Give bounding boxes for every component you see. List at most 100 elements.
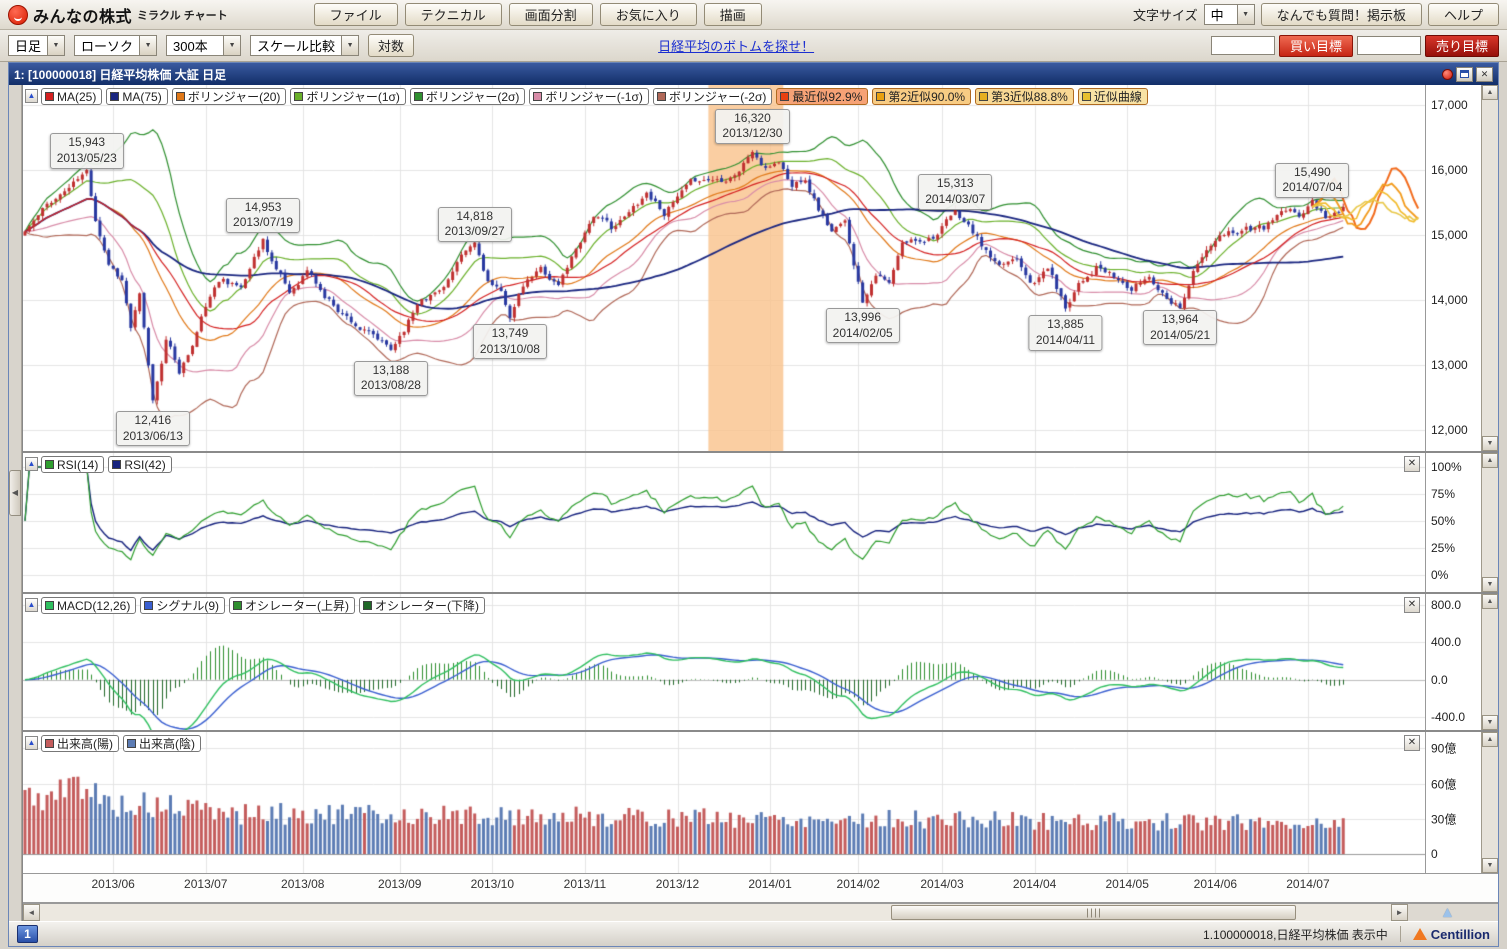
technical-button[interactable]: テクニカル [404,3,502,26]
legend-swatch-icon [175,92,185,101]
legend-chip-3888[interactable]: 第3近似88.8% [975,88,1074,105]
legend-chip-[interactable]: 近似曲線 [1077,88,1148,105]
price-axis: 17,000 16,000 15,000 14,000 13,000 12,000 [1425,85,1481,451]
legend-chip-1[interactable]: ボリンジャー(-1σ) [529,88,649,105]
app-logo: みんなの株式 ミラクル チャート [8,3,228,27]
scale-compare-dropdown-button[interactable]: ▼ [342,35,360,56]
favorites-button[interactable]: お気に入り [599,3,697,26]
sell-target-button[interactable]: 売り目標 [1424,34,1499,57]
window-controls: ✕ [1442,66,1493,82]
window-titlebar[interactable]: 1: [100000018] 日経平均株価 大証 日足 ✕ [9,63,1498,85]
x-axis-labels: 2013/06 2013/07 2013/08 2013/09 2013/10 2013/… [23,874,1498,903]
price-panel-scrollbar[interactable]: ▲ ▼ [1481,85,1498,451]
rsi-panel-collapse-button[interactable]: ▲ [25,457,38,471]
legend-label: ボリンジャー(1σ) [306,90,400,104]
split-screen-button[interactable]: 画面分割 [508,3,593,26]
scroll-down-button[interactable]: ▼ [1482,858,1498,873]
scroll-track[interactable] [1482,609,1498,715]
legend-swatch-icon [45,460,54,469]
toolbar-button-group: ファイル テクニカル 画面分割 お気に入り 描画 [313,3,762,26]
buy-target-input[interactable] [1210,36,1275,55]
chart-style-dropdown-button[interactable]: ▼ [140,35,158,56]
legend-chip-MA25[interactable]: MA(25) [41,88,103,105]
macd-panel-close-button[interactable]: ✕ [1404,597,1420,613]
qa-board-button[interactable]: なんでも質問！掲示板 [1260,3,1422,26]
legend-swatch-icon [127,739,136,748]
font-size-value[interactable]: 中 [1203,4,1238,25]
macd-panel-collapse-button[interactable]: ▲ [25,598,38,612]
legend-chip-[interactable]: 出来高(陽) [41,735,119,752]
scroll-right-button[interactable]: ► [1391,904,1408,921]
buy-target-button[interactable]: 買い目標 [1278,34,1353,57]
scroll-up-button[interactable]: ▲ [1482,732,1498,747]
volume-panel-collapse-button[interactable]: ▲ [25,736,38,750]
font-size-dropdown-button[interactable]: ▼ [1237,4,1255,25]
macd-chart-canvas[interactable] [23,594,1425,730]
legend-chip-RSI42[interactable]: RSI(42) [108,456,172,473]
x-axis-label: 2014/02 [836,877,880,891]
rsi-panel-scrollbar[interactable]: ▲ ▼ [1481,453,1498,592]
x-axis-label: 2013/08 [281,877,325,891]
bar-count-dropdown-button[interactable]: ▼ [224,35,242,56]
volume-legend: 出来高(陽) 出来高(陰) [41,735,201,752]
legend-chip-[interactable]: 出来高(陰) [123,735,201,752]
help-button[interactable]: ヘルプ [1427,3,1499,26]
legend-chip-9[interactable]: シグナル(9) [140,597,226,614]
x-axis-label: 2013/11 [563,877,607,891]
legend-chip-2[interactable]: ボリンジャー(-2σ) [652,88,773,105]
volume-chart-canvas[interactable] [23,732,1425,873]
scroll-up-button[interactable]: ▲ [1482,594,1498,609]
window-alert-icon[interactable] [1442,68,1453,80]
scroll-down-button[interactable]: ▼ [1482,715,1498,730]
scroll-down-button[interactable]: ▼ [1482,436,1498,451]
x-axis-label: 2013/06 [91,877,135,891]
volume-panel-scrollbar[interactable]: ▲ ▼ [1481,732,1498,873]
legend-chip-1[interactable]: ボリンジャー(1σ) [290,88,406,105]
period-value[interactable]: 日足 [8,35,49,56]
axis-tick-label: 14,000 [1431,292,1468,307]
centillion-logo: Centillion [1412,927,1490,942]
scroll-left-button[interactable]: ◄ [23,904,40,921]
file-button[interactable]: ファイル [313,3,398,26]
scroll-track[interactable] [1482,468,1498,577]
rsi-chart-canvas[interactable] [23,453,1425,592]
legend-swatch-icon [363,601,373,610]
legend-chip-20[interactable]: ボリンジャー(20) [171,88,287,105]
sell-target-input[interactable] [1356,36,1421,55]
price-panel-collapse-button[interactable]: ▲ [25,89,38,103]
page-1-tab[interactable]: 1 [17,925,38,943]
volume-panel-close-button[interactable]: ✕ [1404,735,1420,751]
horizontal-scrollbar[interactable]: ◄ ► ▲ [23,903,1498,921]
legend-chip-2[interactable]: ボリンジャー(2σ) [409,88,526,105]
corner-triangle-icon[interactable]: ▲ [1440,904,1455,921]
hscroll-thumb[interactable] [891,905,1297,920]
hscroll-track[interactable] [40,904,1391,921]
legend-chip-[interactable]: オシレーター(上昇) [229,597,356,614]
collapse-left-pane-handle[interactable]: ◀ [9,469,21,516]
legend-chip-2900[interactable]: 第2近似90.0% [872,88,972,105]
macd-panel-scrollbar[interactable]: ▲ ▼ [1481,594,1498,730]
window-close-button[interactable]: ✕ [1476,66,1493,82]
period-dropdown-button[interactable]: ▼ [48,35,66,56]
legend-swatch-icon [979,92,989,101]
legend-chip-RSI14[interactable]: RSI(14) [41,456,105,473]
legend-chip-929[interactable]: 最近似92.9% [776,88,869,105]
legend-label: ボリンジャー(2σ) [425,90,520,104]
nikkei-bottom-link[interactable]: 日経平均のボトムを探せ！ [658,39,815,54]
scroll-track[interactable] [1482,100,1498,436]
legend-chip-MA75[interactable]: MA(75) [106,88,168,105]
window-restore-button[interactable] [1456,66,1473,82]
scale-compare-value[interactable]: スケール比較 [250,35,343,56]
log-scale-button[interactable]: 対数 [368,34,415,57]
chart-style-value[interactable]: ローソク [74,35,141,56]
rsi-panel-close-button[interactable]: ✕ [1404,456,1420,472]
legend-chip-MACD1226[interactable]: MACD(12,26) [41,597,137,614]
price-chart-canvas[interactable] [23,85,1425,451]
bar-count-value[interactable]: 300本 [166,35,225,56]
scroll-down-button[interactable]: ▼ [1482,577,1498,592]
draw-button[interactable]: 描画 [703,3,762,26]
scroll-up-button[interactable]: ▲ [1482,453,1498,468]
scroll-up-button[interactable]: ▲ [1482,85,1498,100]
legend-chip-[interactable]: オシレーター(下降) [359,597,486,614]
scroll-track[interactable] [1482,747,1498,858]
